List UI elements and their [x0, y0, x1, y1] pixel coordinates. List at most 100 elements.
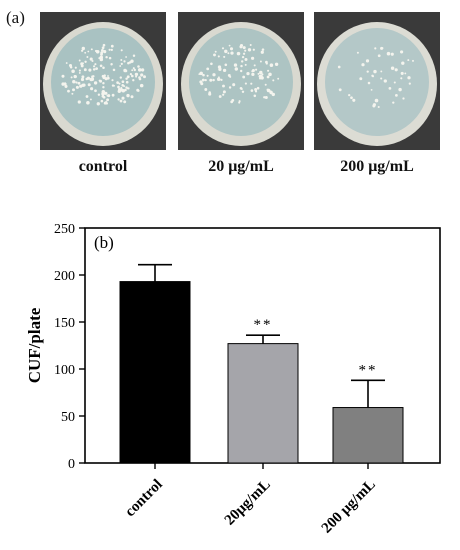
- colony-dot: [255, 68, 258, 71]
- colony-dot: [119, 99, 123, 103]
- colony-dot: [99, 55, 104, 60]
- colony-dot: [236, 51, 241, 56]
- colony-dot: [91, 59, 94, 63]
- colony-dot: [220, 78, 223, 81]
- colony-dot: [239, 86, 243, 90]
- colony-dot: [390, 52, 394, 56]
- colony-dot: [259, 70, 263, 75]
- colony-dot: [234, 67, 238, 71]
- colony-dot: [366, 70, 369, 73]
- colony-dot: [395, 94, 398, 97]
- colony-dot: [212, 73, 216, 77]
- colony-dot: [97, 93, 101, 96]
- colony-dot: [228, 86, 232, 89]
- colony-dot: [94, 89, 97, 93]
- colony-dot: [222, 68, 227, 73]
- colony-dot: [121, 96, 125, 100]
- colony-dot: [75, 85, 79, 89]
- colony-dot: [222, 93, 225, 96]
- colony-dot: [242, 46, 246, 50]
- colony-dot: [359, 77, 363, 81]
- colony-dot: [125, 56, 128, 58]
- colony-dot: [251, 68, 255, 73]
- colony-dot: [244, 82, 247, 85]
- colony-dot: [393, 81, 396, 84]
- colony-dot: [106, 94, 109, 97]
- colony-dot: [110, 44, 114, 48]
- colony-dot: [240, 64, 243, 68]
- colony-dot: [256, 86, 260, 90]
- colony-dot: [272, 79, 275, 82]
- colony-dot: [89, 57, 93, 61]
- colony-dot: [372, 104, 376, 108]
- colony-dot: [123, 60, 126, 63]
- colony-dot: [266, 75, 270, 79]
- bars: ** **: [119, 263, 404, 464]
- colony-dot: [111, 84, 115, 87]
- colony-dot: [408, 82, 411, 85]
- colony-dot: [77, 81, 81, 85]
- plate-photo-20ug: [178, 12, 304, 150]
- colony-dot: [74, 66, 77, 69]
- x-tick-label: control: [122, 477, 166, 521]
- colony-dot: [85, 95, 89, 98]
- colony-dot: [126, 93, 130, 98]
- colony-dot: [348, 93, 351, 97]
- colony-dot: [139, 83, 144, 88]
- colony-dot: [130, 95, 134, 99]
- colony-dot: [242, 52, 246, 55]
- colony-dot: [120, 59, 123, 61]
- colony-dot: [263, 96, 266, 99]
- colony-dot: [252, 48, 255, 51]
- colony-dot: [199, 71, 203, 76]
- colony-dot: [232, 83, 236, 87]
- colony-dot: [104, 92, 108, 95]
- colony-dot: [265, 60, 268, 64]
- colony-dot: [268, 72, 272, 77]
- colony-dot: [108, 48, 111, 51]
- colony-dot: [92, 68, 96, 71]
- colony-dot: [373, 69, 377, 74]
- colony-dot: [125, 80, 129, 84]
- colony-dot: [95, 50, 100, 54]
- colony-dot: [224, 49, 228, 54]
- colony-dot: [111, 79, 114, 82]
- panel-b-label: (b): [94, 233, 114, 252]
- colony-dot: [101, 94, 105, 98]
- colony-dot: [102, 66, 105, 69]
- colony-dot: [267, 69, 270, 72]
- colony-dot: [224, 63, 228, 67]
- plate-caption-20ug: 20 μg/mL: [208, 158, 274, 175]
- colony-dot: [64, 84, 68, 88]
- colony-dot: [126, 75, 130, 79]
- colony-dot: [120, 49, 123, 52]
- colony-dot: [90, 48, 93, 51]
- colony-dot: [112, 68, 116, 72]
- colony-dot: [130, 59, 134, 63]
- colony-dot: [402, 97, 405, 100]
- colony-dot: [118, 82, 121, 85]
- colony-dot: [87, 83, 91, 87]
- colony-dot: [138, 77, 142, 81]
- colony-dot: [90, 87, 94, 91]
- colony-dot: [274, 62, 279, 66]
- colony-dot: [219, 67, 222, 70]
- colony-dot: [101, 49, 104, 52]
- colony-dot: [380, 77, 383, 80]
- colony-dot: [367, 81, 371, 85]
- colony-dot: [229, 47, 234, 51]
- colony-dot: [202, 73, 205, 77]
- colony-dot: [73, 75, 77, 78]
- colony-dot: [100, 99, 104, 103]
- y-tick-label: 250: [54, 222, 75, 237]
- colony-dot: [105, 55, 108, 59]
- colony-dot: [241, 55, 245, 59]
- colony-dot: [102, 81, 105, 85]
- colony-dot: [133, 68, 136, 72]
- colony-dot: [61, 82, 65, 86]
- colony-dot: [400, 77, 403, 80]
- colony-dot: [371, 75, 375, 78]
- colony-dot: [88, 68, 92, 72]
- colony-dot: [380, 70, 383, 73]
- colony-dot: [260, 50, 264, 54]
